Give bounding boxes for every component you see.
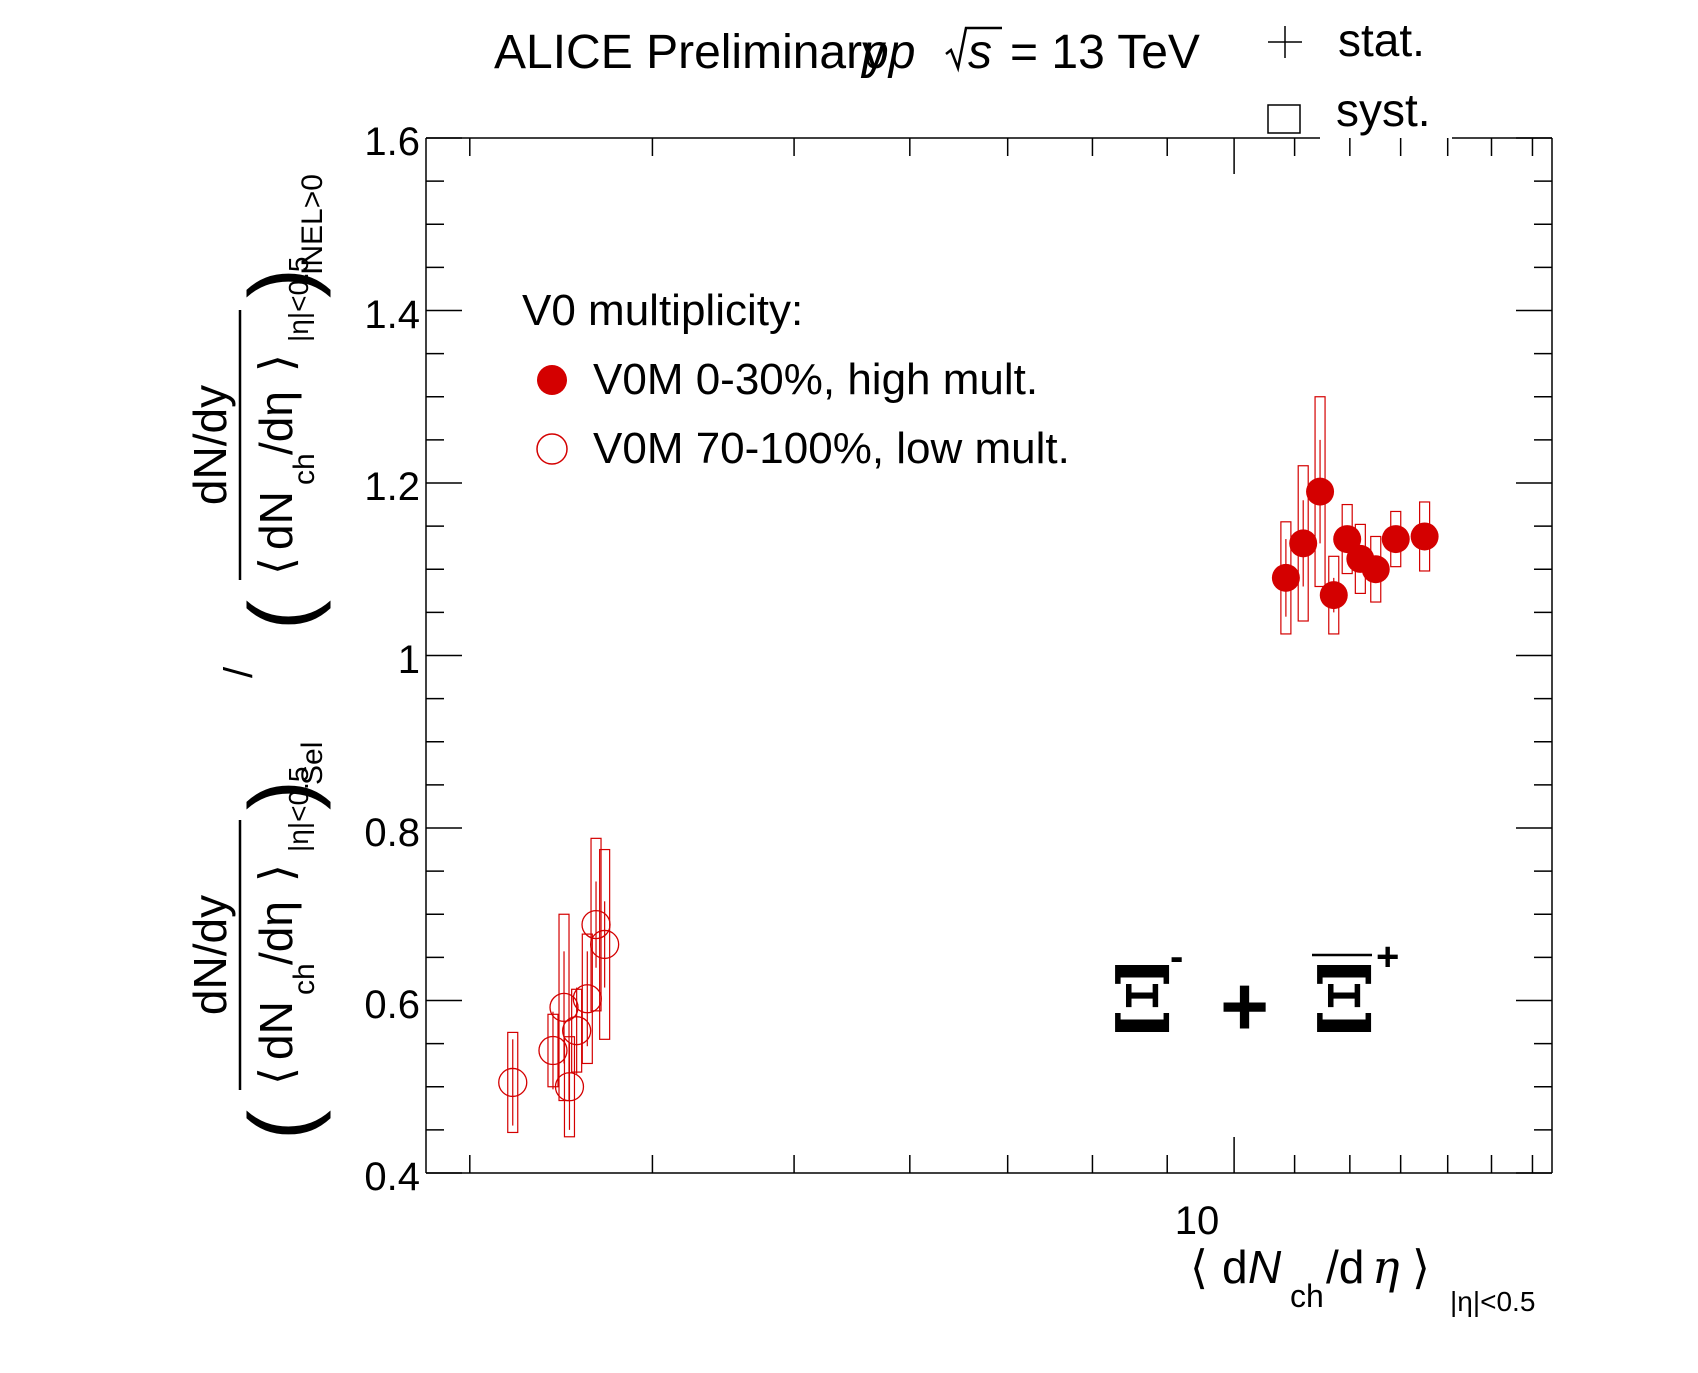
- data-point: [554, 1072, 585, 1102]
- syst-box: [507, 1031, 519, 1134]
- system-label: pp: [860, 26, 915, 79]
- y-axis-frac-den: dN: [250, 1001, 302, 1060]
- y-axis-frac-den: dN: [250, 491, 302, 550]
- data-point: [549, 992, 579, 1023]
- x-axis-bracket-left: ⟨: [1190, 1241, 1208, 1293]
- y-tick-label: 1.4: [364, 293, 420, 337]
- y-axis-inel-sub: INEL>0: [296, 174, 329, 275]
- data-point: [1333, 525, 1362, 554]
- y-tick-label: 0.4: [364, 1155, 420, 1199]
- stat-legend-icon: [1268, 26, 1302, 58]
- y-axis-frac-num: dN/dy: [184, 385, 236, 505]
- y-axis-title: ( dN/dy ⟨ dN ch /dη ⟩ |η|<0.5 ) Sel / ( …: [184, 174, 332, 1140]
- syst-box: [599, 848, 611, 1040]
- experiment-label: ALICE Preliminary: [494, 26, 886, 79]
- syst-box: [563, 1036, 576, 1138]
- y-tick-labels: 0.4 0.6 0.8 1 1.2 1.4 1.6: [364, 120, 420, 1199]
- y-axis-frac-den-b: /dη: [250, 391, 302, 455]
- x-axis-title-range: |η|<0.5: [1450, 1286, 1535, 1317]
- legend-marker-filled: [537, 365, 567, 395]
- particle-label: Ξ - + Ξ +: [1110, 935, 1399, 1054]
- y-axis-paren: ): [232, 780, 332, 810]
- xi-symbol: Ξ: [1110, 946, 1175, 1054]
- y-tick-label: 0.8: [364, 811, 420, 855]
- y-axis-ticks: [426, 137, 1552, 1174]
- data-point: [1306, 477, 1335, 506]
- data-point: [538, 1035, 568, 1066]
- data-point: [1319, 581, 1348, 610]
- x-axis-title-eta: η: [1372, 1240, 1400, 1294]
- data-point: [1381, 525, 1410, 554]
- data-point: [1289, 529, 1318, 558]
- y-axis-bracket: ⟨: [250, 557, 302, 575]
- y-axis-range-sub: |η|<0.5: [283, 257, 314, 342]
- xi-charge: -: [1170, 935, 1183, 979]
- data-point: [589, 929, 620, 960]
- y-axis-bracket: ⟩: [250, 864, 302, 882]
- y-axis-frac-den-sub: ch: [288, 963, 321, 995]
- y-axis-slash: /: [217, 666, 261, 678]
- sqrt-icon: [945, 26, 1002, 73]
- data-point: [1410, 522, 1439, 551]
- plus-sign: +: [1220, 959, 1269, 1053]
- syst-box: [590, 837, 602, 1012]
- y-axis-frac-den-sub: ch: [288, 453, 321, 485]
- y-axis-paren: (: [232, 600, 332, 630]
- y-tick-label: 1.6: [364, 120, 420, 164]
- y-axis-sel-sub: Sel: [296, 742, 329, 785]
- stat-legend-label: stat.: [1338, 14, 1425, 66]
- y-axis-bracket: ⟩: [250, 354, 302, 372]
- legend-entry-low: V0M 70-100%, low mult.: [593, 424, 1070, 473]
- y-axis-range-sub: |η|<0.5: [283, 767, 314, 852]
- antixi-charge: +: [1376, 935, 1399, 979]
- antixi-symbol: Ξ: [1312, 946, 1377, 1054]
- y-tick-label: 0.6: [364, 983, 420, 1027]
- y-axis-bracket: ⟨: [250, 1067, 302, 1085]
- data-point: [562, 1016, 592, 1046]
- series-0: [1271, 396, 1439, 635]
- legend-marker-open: [536, 433, 568, 465]
- x-axis-title: ⟨ d N ch /d η ⟩ |η|<0.5: [1190, 1240, 1535, 1317]
- y-axis-paren: ): [232, 268, 332, 298]
- syst-box: [581, 933, 593, 1065]
- y-axis-frac-num: dN/dy: [184, 895, 236, 1015]
- x-axis-title-d: d: [1222, 1241, 1248, 1293]
- series-1: [498, 837, 620, 1138]
- data-point: [1271, 563, 1300, 592]
- syst-legend-label: syst.: [1336, 84, 1431, 136]
- syst-legend-icon: [1267, 104, 1301, 134]
- y-tick-label: 1.2: [364, 465, 420, 509]
- data-point: [498, 1067, 528, 1098]
- legend-title: V0 multiplicity:: [522, 286, 803, 335]
- x-tick-label: 10: [1175, 1199, 1220, 1243]
- sqrt-s-label: s: [968, 26, 992, 79]
- y-axis-frac-den-b: /dη: [250, 901, 302, 965]
- x-axis-ticks: [469, 138, 1534, 1173]
- x-axis-title-sub: ch: [1290, 1278, 1324, 1314]
- data-point: [1361, 555, 1390, 584]
- data-layer: [498, 396, 1439, 1138]
- x-axis-bracket-right: ⟩: [1412, 1241, 1430, 1293]
- x-axis-title-d2: /d: [1326, 1241, 1364, 1293]
- x-axis-title-n: N: [1248, 1241, 1282, 1293]
- y-tick-label: 1: [398, 638, 420, 682]
- legend-entry-high: V0M 0-30%, high mult.: [593, 355, 1038, 404]
- energy-label: = 13 TeV: [1010, 26, 1200, 79]
- y-axis-paren: (: [232, 1110, 332, 1140]
